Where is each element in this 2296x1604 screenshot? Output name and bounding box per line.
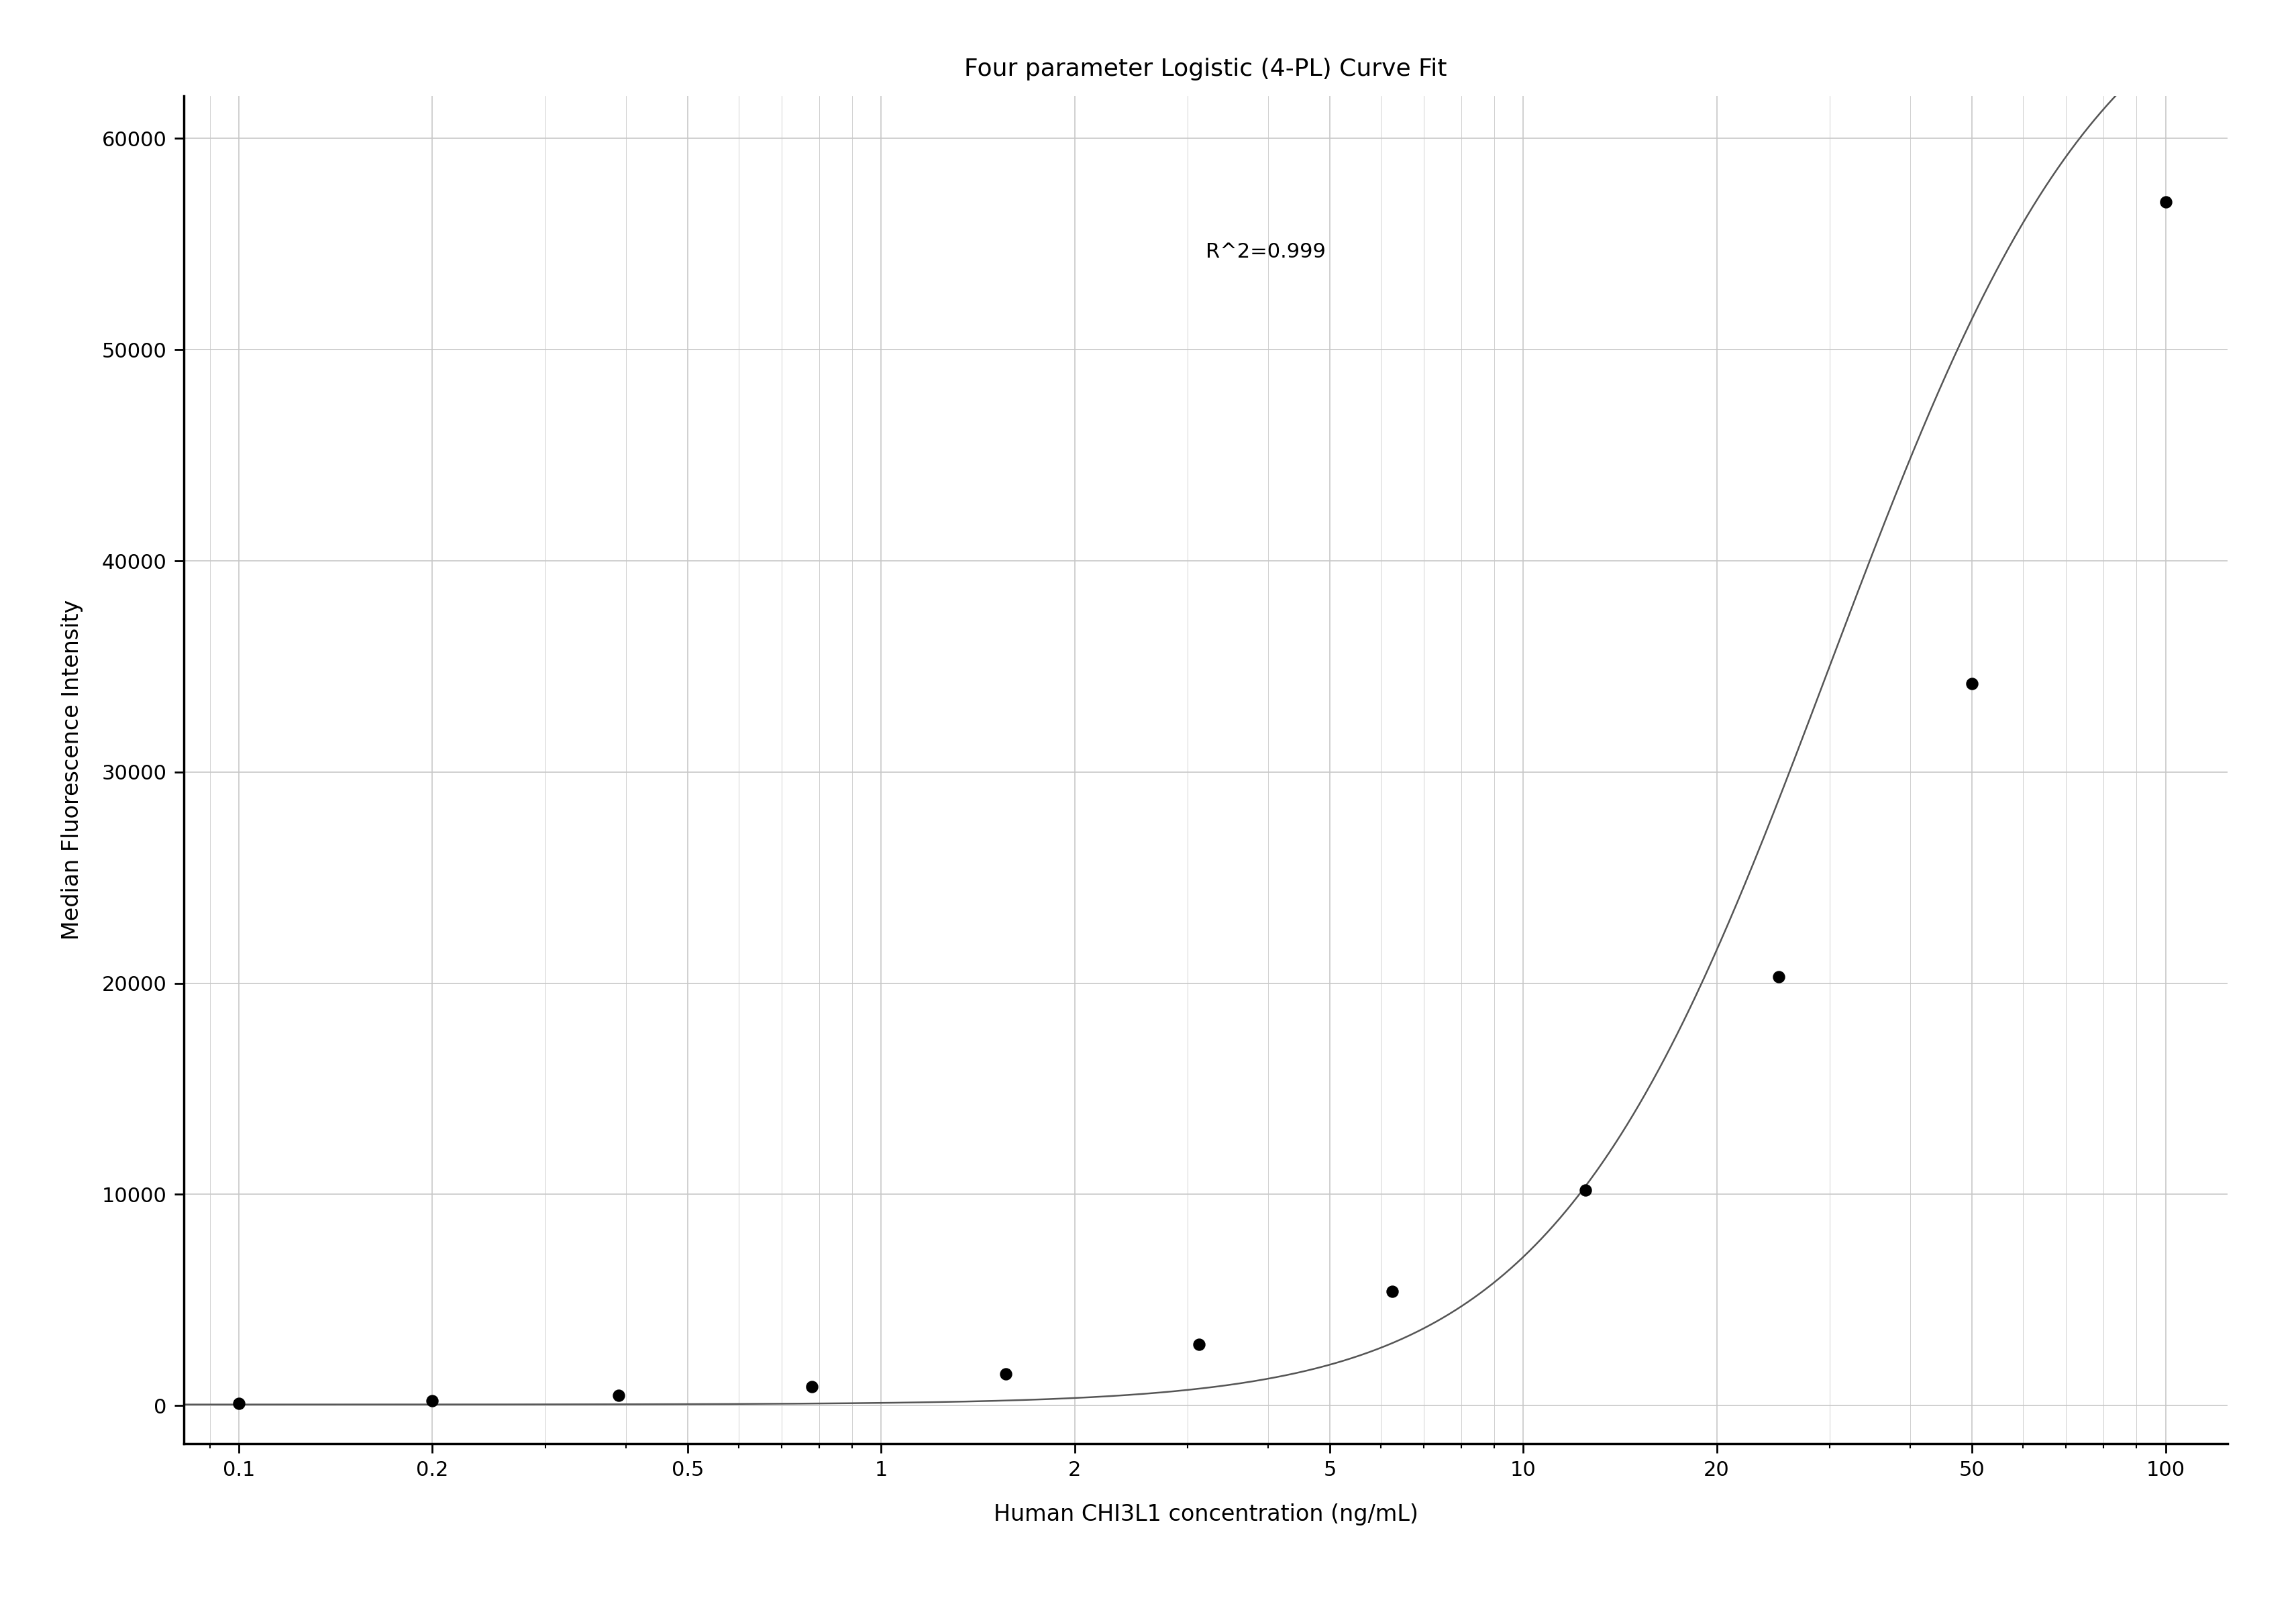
- Point: [794, 1373, 831, 1399]
- X-axis label: Human CHI3L1 concentration (ng/mL): Human CHI3L1 concentration (ng/mL): [994, 1503, 1417, 1525]
- Text: R^2=0.999: R^2=0.999: [1205, 242, 1325, 261]
- Point: [220, 1391, 257, 1416]
- Point: [1954, 670, 1991, 696]
- Y-axis label: Median Fluorescence Intensity: Median Fluorescence Intensity: [62, 600, 83, 940]
- Point: [1761, 964, 1798, 990]
- Point: [599, 1383, 636, 1408]
- Point: [1373, 1278, 1410, 1304]
- Point: [987, 1362, 1024, 1387]
- Point: [413, 1387, 450, 1413]
- Point: [1180, 1331, 1217, 1357]
- Point: [1566, 1177, 1603, 1203]
- Title: Four parameter Logistic (4-PL) Curve Fit: Four parameter Logistic (4-PL) Curve Fit: [964, 58, 1446, 80]
- Point: [2147, 189, 2183, 215]
